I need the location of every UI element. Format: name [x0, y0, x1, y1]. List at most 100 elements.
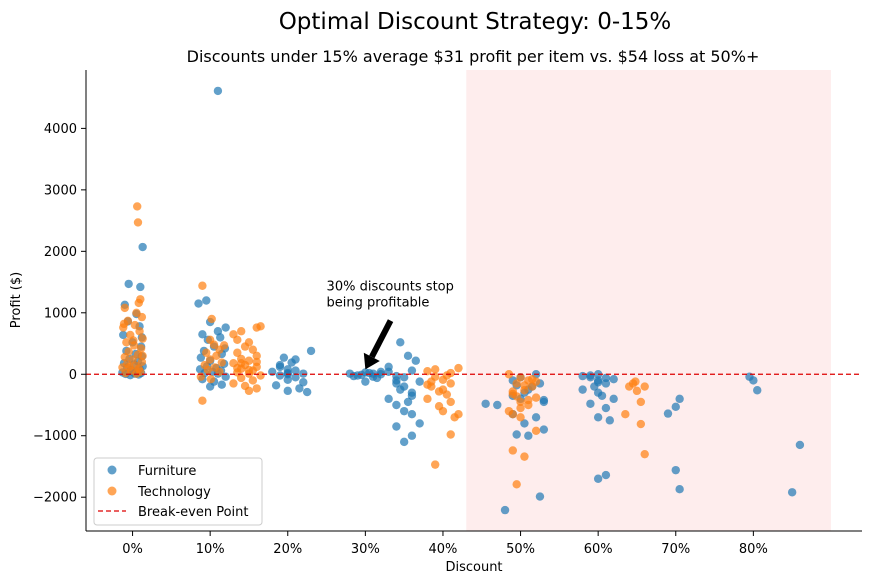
furniture-point	[415, 419, 424, 428]
technology-point	[120, 352, 129, 362]
technology-point	[621, 410, 630, 419]
furniture-point	[500, 505, 510, 515]
furniture-point	[216, 333, 225, 342]
furniture-point	[586, 399, 595, 408]
furniture-point	[609, 394, 618, 404]
technology-point	[446, 368, 455, 378]
furniture-point	[399, 437, 409, 447]
technology-point	[130, 320, 140, 330]
technology-point	[207, 314, 216, 324]
furniture-point	[512, 430, 521, 439]
legend-furniture-marker	[107, 465, 117, 475]
technology-point	[520, 381, 529, 390]
technology-point	[531, 393, 541, 402]
furniture-point	[198, 330, 207, 339]
furniture-point	[749, 376, 758, 385]
furniture-point	[407, 431, 417, 440]
technology-point	[434, 402, 444, 411]
furniture-point	[124, 279, 133, 289]
chart-title: Optimal Discount Strategy: 0-15%	[279, 9, 672, 35]
x-axis-label: Discount	[445, 560, 502, 575]
chart-subtitle: Discounts under 15% average $31 profit p…	[187, 47, 760, 66]
technology-point	[531, 426, 541, 436]
technology-point	[244, 386, 254, 396]
furniture-point	[601, 373, 611, 383]
technology-point	[134, 298, 143, 308]
technology-point	[438, 385, 448, 394]
furniture-point	[306, 346, 316, 356]
technology-point	[431, 460, 440, 469]
technology-point	[137, 357, 147, 367]
furniture-point	[357, 370, 366, 380]
furniture-point	[601, 470, 611, 480]
furniture-point	[795, 440, 805, 450]
annotation-line-2: being profitable	[327, 296, 430, 311]
technology-point	[205, 355, 215, 364]
y-tick-label: −2000	[33, 491, 77, 506]
technology-point	[119, 319, 129, 329]
technology-point	[446, 379, 455, 388]
technology-point	[504, 406, 514, 416]
loss-zone-shading	[466, 70, 831, 531]
furniture-point	[411, 356, 420, 365]
x-tick-label: 30%	[351, 542, 380, 557]
legend-technology-label: Technology	[137, 485, 211, 500]
technology-point	[138, 334, 147, 343]
technology-point	[248, 376, 258, 385]
furniture-point	[403, 397, 413, 407]
technology-point	[640, 382, 649, 391]
furniture-point	[539, 425, 549, 434]
technology-point	[198, 396, 207, 405]
furniture-point	[119, 330, 128, 340]
technology-point	[233, 348, 242, 357]
technology-point	[512, 379, 521, 388]
technology-point	[125, 362, 134, 372]
furniture-point	[609, 374, 618, 384]
technology-point	[248, 345, 258, 354]
y-axis-label: Profit ($)	[9, 272, 24, 328]
technology-point	[209, 340, 219, 349]
furniture-point	[493, 400, 502, 410]
furniture-point	[368, 369, 378, 378]
technology-point	[252, 384, 261, 393]
furniture-point	[299, 369, 308, 378]
technology-point	[240, 342, 250, 351]
technology-point	[423, 380, 432, 389]
technology-point	[206, 374, 216, 384]
technology-point	[217, 358, 226, 367]
technology-point	[129, 336, 138, 345]
technology-point	[252, 357, 261, 367]
furniture-point	[520, 419, 529, 428]
technology-point	[423, 394, 432, 404]
furniture-point	[217, 380, 226, 389]
annotation-line-1: 30% discounts stop	[327, 280, 454, 295]
furniture-point	[384, 394, 393, 404]
furniture-point	[275, 360, 285, 370]
technology-point	[256, 322, 265, 331]
furniture-point	[399, 406, 409, 416]
technology-point	[454, 410, 463, 419]
furniture-point	[787, 488, 797, 497]
technology-point	[212, 351, 221, 361]
technology-point	[516, 413, 525, 422]
technology-point	[632, 386, 642, 396]
technology-point	[237, 327, 246, 336]
technology-point	[122, 338, 131, 347]
technology-point	[233, 335, 242, 345]
technology-point	[202, 348, 211, 357]
furniture-point	[671, 402, 680, 412]
furniture-point	[221, 323, 230, 332]
technology-point	[512, 480, 521, 489]
technology-point	[137, 312, 147, 322]
furniture-point	[753, 386, 762, 395]
furniture-point	[291, 355, 300, 364]
x-tick-label: 40%	[429, 542, 458, 557]
annotation-arrow-head	[363, 352, 380, 370]
furniture-point	[597, 391, 607, 400]
technology-point	[120, 303, 129, 313]
technology-point	[133, 218, 143, 227]
furniture-point	[299, 378, 308, 387]
x-tick-label: 80%	[739, 542, 768, 557]
x-tick-label: 20%	[273, 542, 302, 557]
x-axis-ticks: 0% 10% 20% 30% 40% 50% 60% 70% 80%	[122, 531, 768, 557]
